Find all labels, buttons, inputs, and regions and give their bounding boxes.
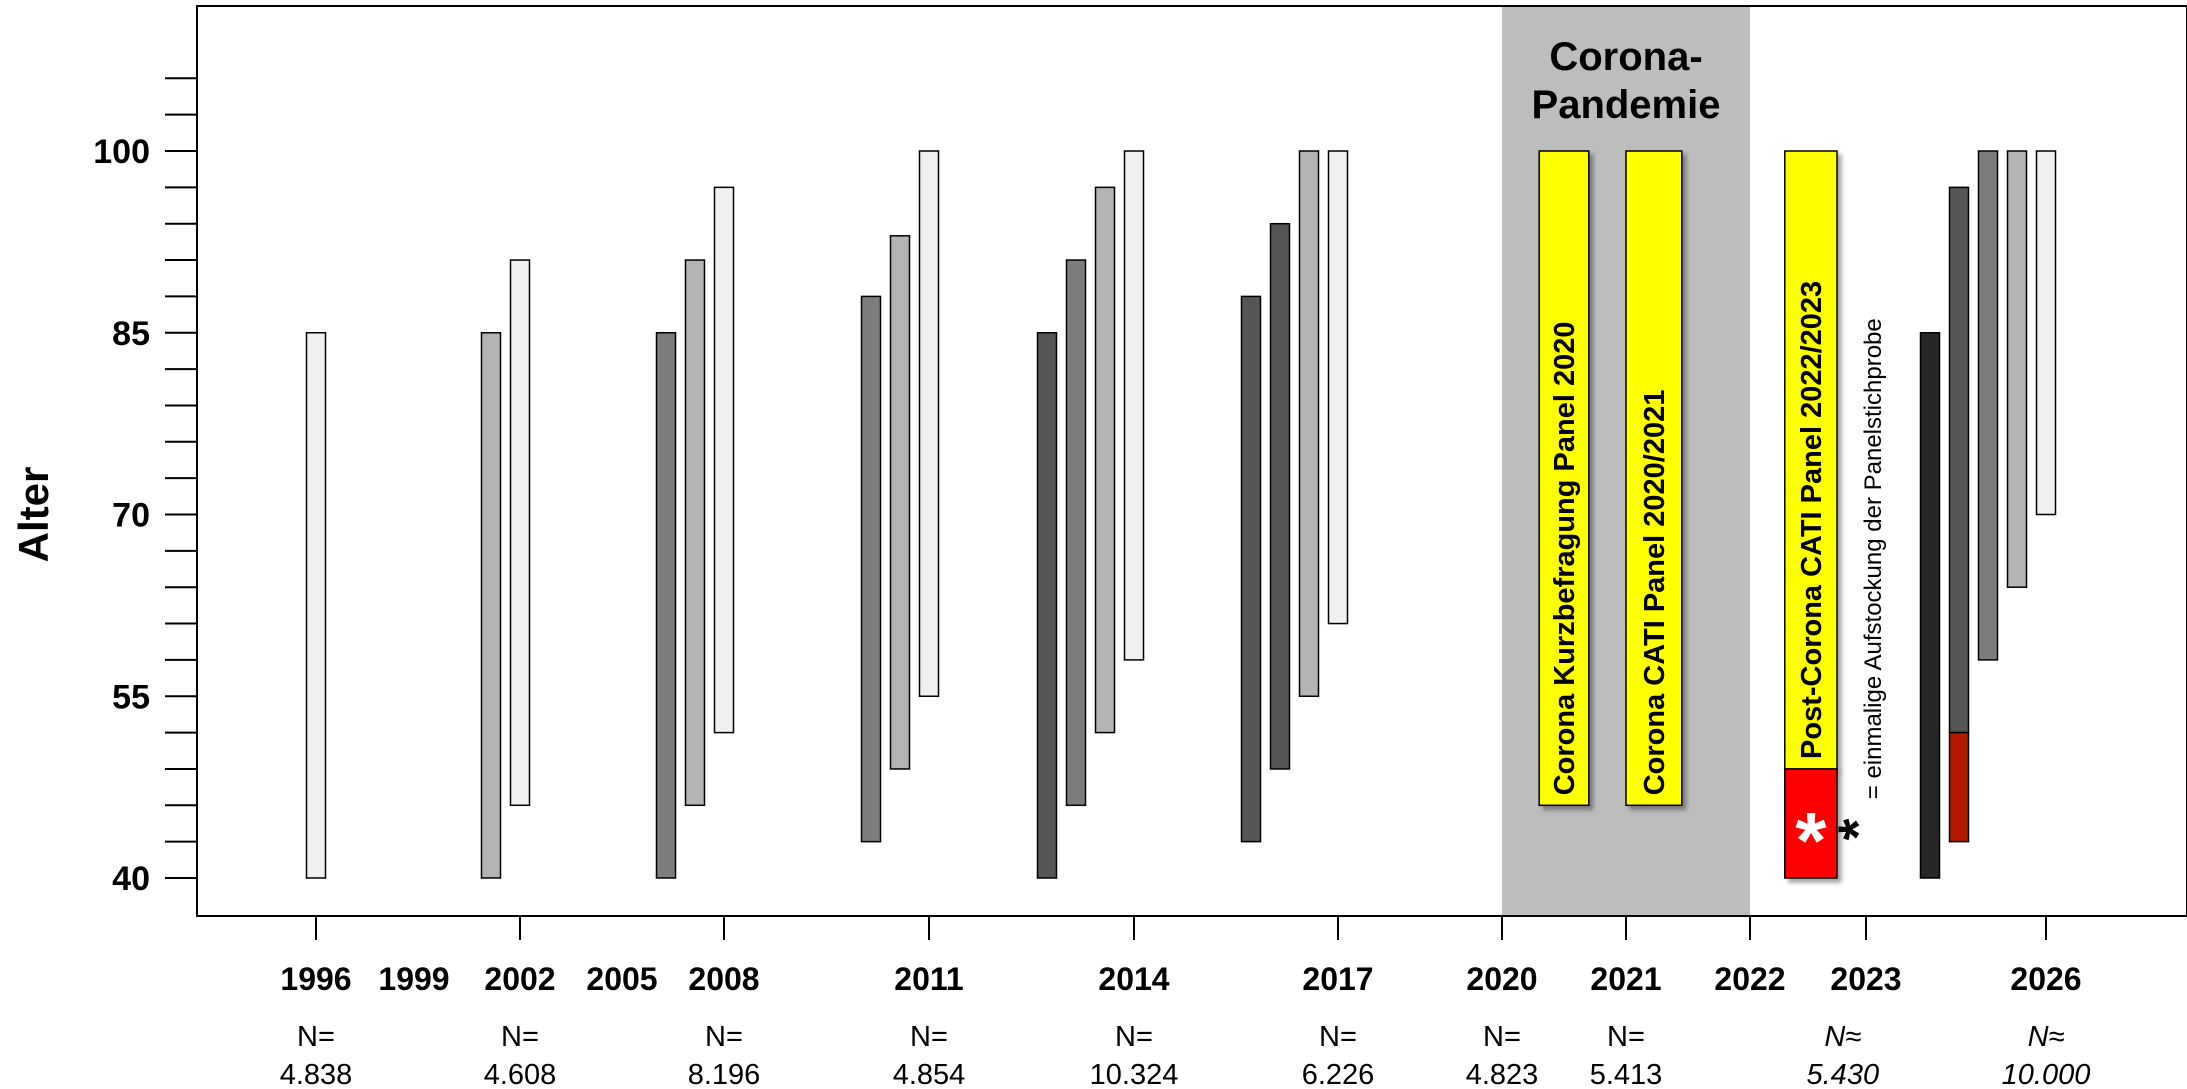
x-tick-label: 2026 xyxy=(2010,961,2081,997)
cohort-bar xyxy=(918,150,940,697)
refresh-segment xyxy=(1784,768,1838,879)
cohort-bar xyxy=(1948,186,1970,734)
annotation-symbol: * xyxy=(1826,818,1889,840)
sample-size-value: 4.838 xyxy=(280,1059,353,1089)
sample-size-value: 5.430 xyxy=(1807,1059,1880,1089)
sample-size-value: 8.196 xyxy=(688,1059,761,1089)
x-tick-label: 2020 xyxy=(1466,961,1537,997)
corona-bar-label: Corona Kurzbefragung Panel 2020 xyxy=(1549,322,1581,796)
plot-frame xyxy=(196,5,2187,917)
sample-size-label: N= xyxy=(501,1021,539,1053)
cohort-bar xyxy=(305,332,327,879)
y-tick-label: 55 xyxy=(112,678,150,716)
sample-size-value: 10.000 xyxy=(2002,1059,2091,1089)
y-tick-label: 40 xyxy=(112,860,150,898)
sample-size-label: N= xyxy=(1483,1021,1521,1053)
cohort-bar xyxy=(1094,186,1116,734)
cohort-bar xyxy=(1948,731,1970,843)
refresh-star: * xyxy=(1795,796,1827,885)
sample-size-label: N= xyxy=(910,1021,948,1053)
corona-bar xyxy=(1625,150,1683,807)
sample-size-value: 5.413 xyxy=(1590,1059,1663,1089)
corona-bar xyxy=(1538,150,1590,807)
corona-bar xyxy=(1784,150,1838,770)
sample-size-label: N= xyxy=(297,1021,335,1053)
cohort-bar xyxy=(480,332,502,879)
x-tick-label: 2008 xyxy=(688,961,759,997)
cohort-bar xyxy=(655,332,677,879)
cohort-bar xyxy=(1123,150,1145,661)
sample-size-label: N= xyxy=(1607,1021,1645,1053)
cohort-bar xyxy=(684,259,706,807)
cohort-bar xyxy=(1919,332,1941,879)
y-tick-label: 100 xyxy=(93,133,150,171)
cohort-bar xyxy=(1065,259,1087,807)
annotation-text: = einmalige Aufstockung der Panelstichpr… xyxy=(1860,318,1887,799)
x-tick-label: 2017 xyxy=(1302,961,1373,997)
y-tick-label: 70 xyxy=(112,497,150,535)
cohort-bar xyxy=(1269,222,1291,770)
y-tick-label: 85 xyxy=(112,315,150,353)
y-axis-label: Alter xyxy=(10,467,57,563)
sample-size-label: N≈ xyxy=(2028,1021,2065,1053)
corona-bars: Corona Kurzbefragung Panel 2020 Corona CA… xyxy=(1538,150,1838,885)
x-tick-label: 2022 xyxy=(1714,961,1785,997)
cohort-bar xyxy=(509,259,531,807)
cohort-bar xyxy=(2035,150,2057,516)
cohort-bar xyxy=(713,186,735,734)
pandemic-label-line2: Pandemie xyxy=(1532,83,1721,127)
cohort-bar xyxy=(889,235,911,770)
sample-size-label: N= xyxy=(1115,1021,1153,1053)
sample-size-label: N≈ xyxy=(1824,1021,1861,1053)
x-tick-label: 1996 xyxy=(280,961,351,997)
x-tick-label: 2002 xyxy=(484,961,555,997)
cohort-bar xyxy=(2006,150,2028,588)
x-tick-label: 2014 xyxy=(1098,961,1169,997)
sample-sizes: N= 4.838 N= 4.608 N= 8.196 N= 4.854 N= 10.324 N= 6.… xyxy=(280,1021,2091,1089)
sample-size-value: 6.226 xyxy=(1302,1059,1375,1089)
x-tick-label: 2005 xyxy=(586,961,657,997)
cohort-bars xyxy=(305,150,2057,879)
sample-size-label: N= xyxy=(705,1021,743,1053)
cohort-bar xyxy=(860,295,882,843)
sample-size-value: 4.823 xyxy=(1466,1059,1539,1089)
annotation: * = einmalige Aufstockung der Panelstichp… xyxy=(1826,318,1889,840)
sample-size-label: N= xyxy=(1319,1021,1357,1053)
x-tick-label: 2011 xyxy=(894,961,963,997)
sample-size-value: 10.324 xyxy=(1090,1059,1179,1089)
x-tick-label: 2021 xyxy=(1590,961,1661,997)
pandemic-label-line1: Corona- xyxy=(1549,35,1702,79)
x-axis: 1996 1999 2002 2005 2008 2011 2014 2017 2020 2021… xyxy=(280,916,2082,997)
y-axis: 40 55 70 85 100 xyxy=(93,77,197,898)
cohort-bar xyxy=(1298,150,1320,697)
x-tick-label: 1999 xyxy=(378,961,449,997)
cohort-bar xyxy=(1036,332,1058,879)
sample-size-value: 4.854 xyxy=(893,1059,966,1089)
corona-bar-label: Corona CATI Panel 2020/2021 xyxy=(1639,390,1671,796)
cohort-bar xyxy=(1240,295,1262,843)
cohort-bar xyxy=(1977,150,1999,661)
sample-size-value: 4.608 xyxy=(484,1059,557,1089)
cohort-bar xyxy=(1327,150,1349,625)
x-tick-label: 2023 xyxy=(1830,961,1901,997)
corona-bar-label: Post-Corona CATI Panel 2022/2023 xyxy=(1796,281,1828,759)
